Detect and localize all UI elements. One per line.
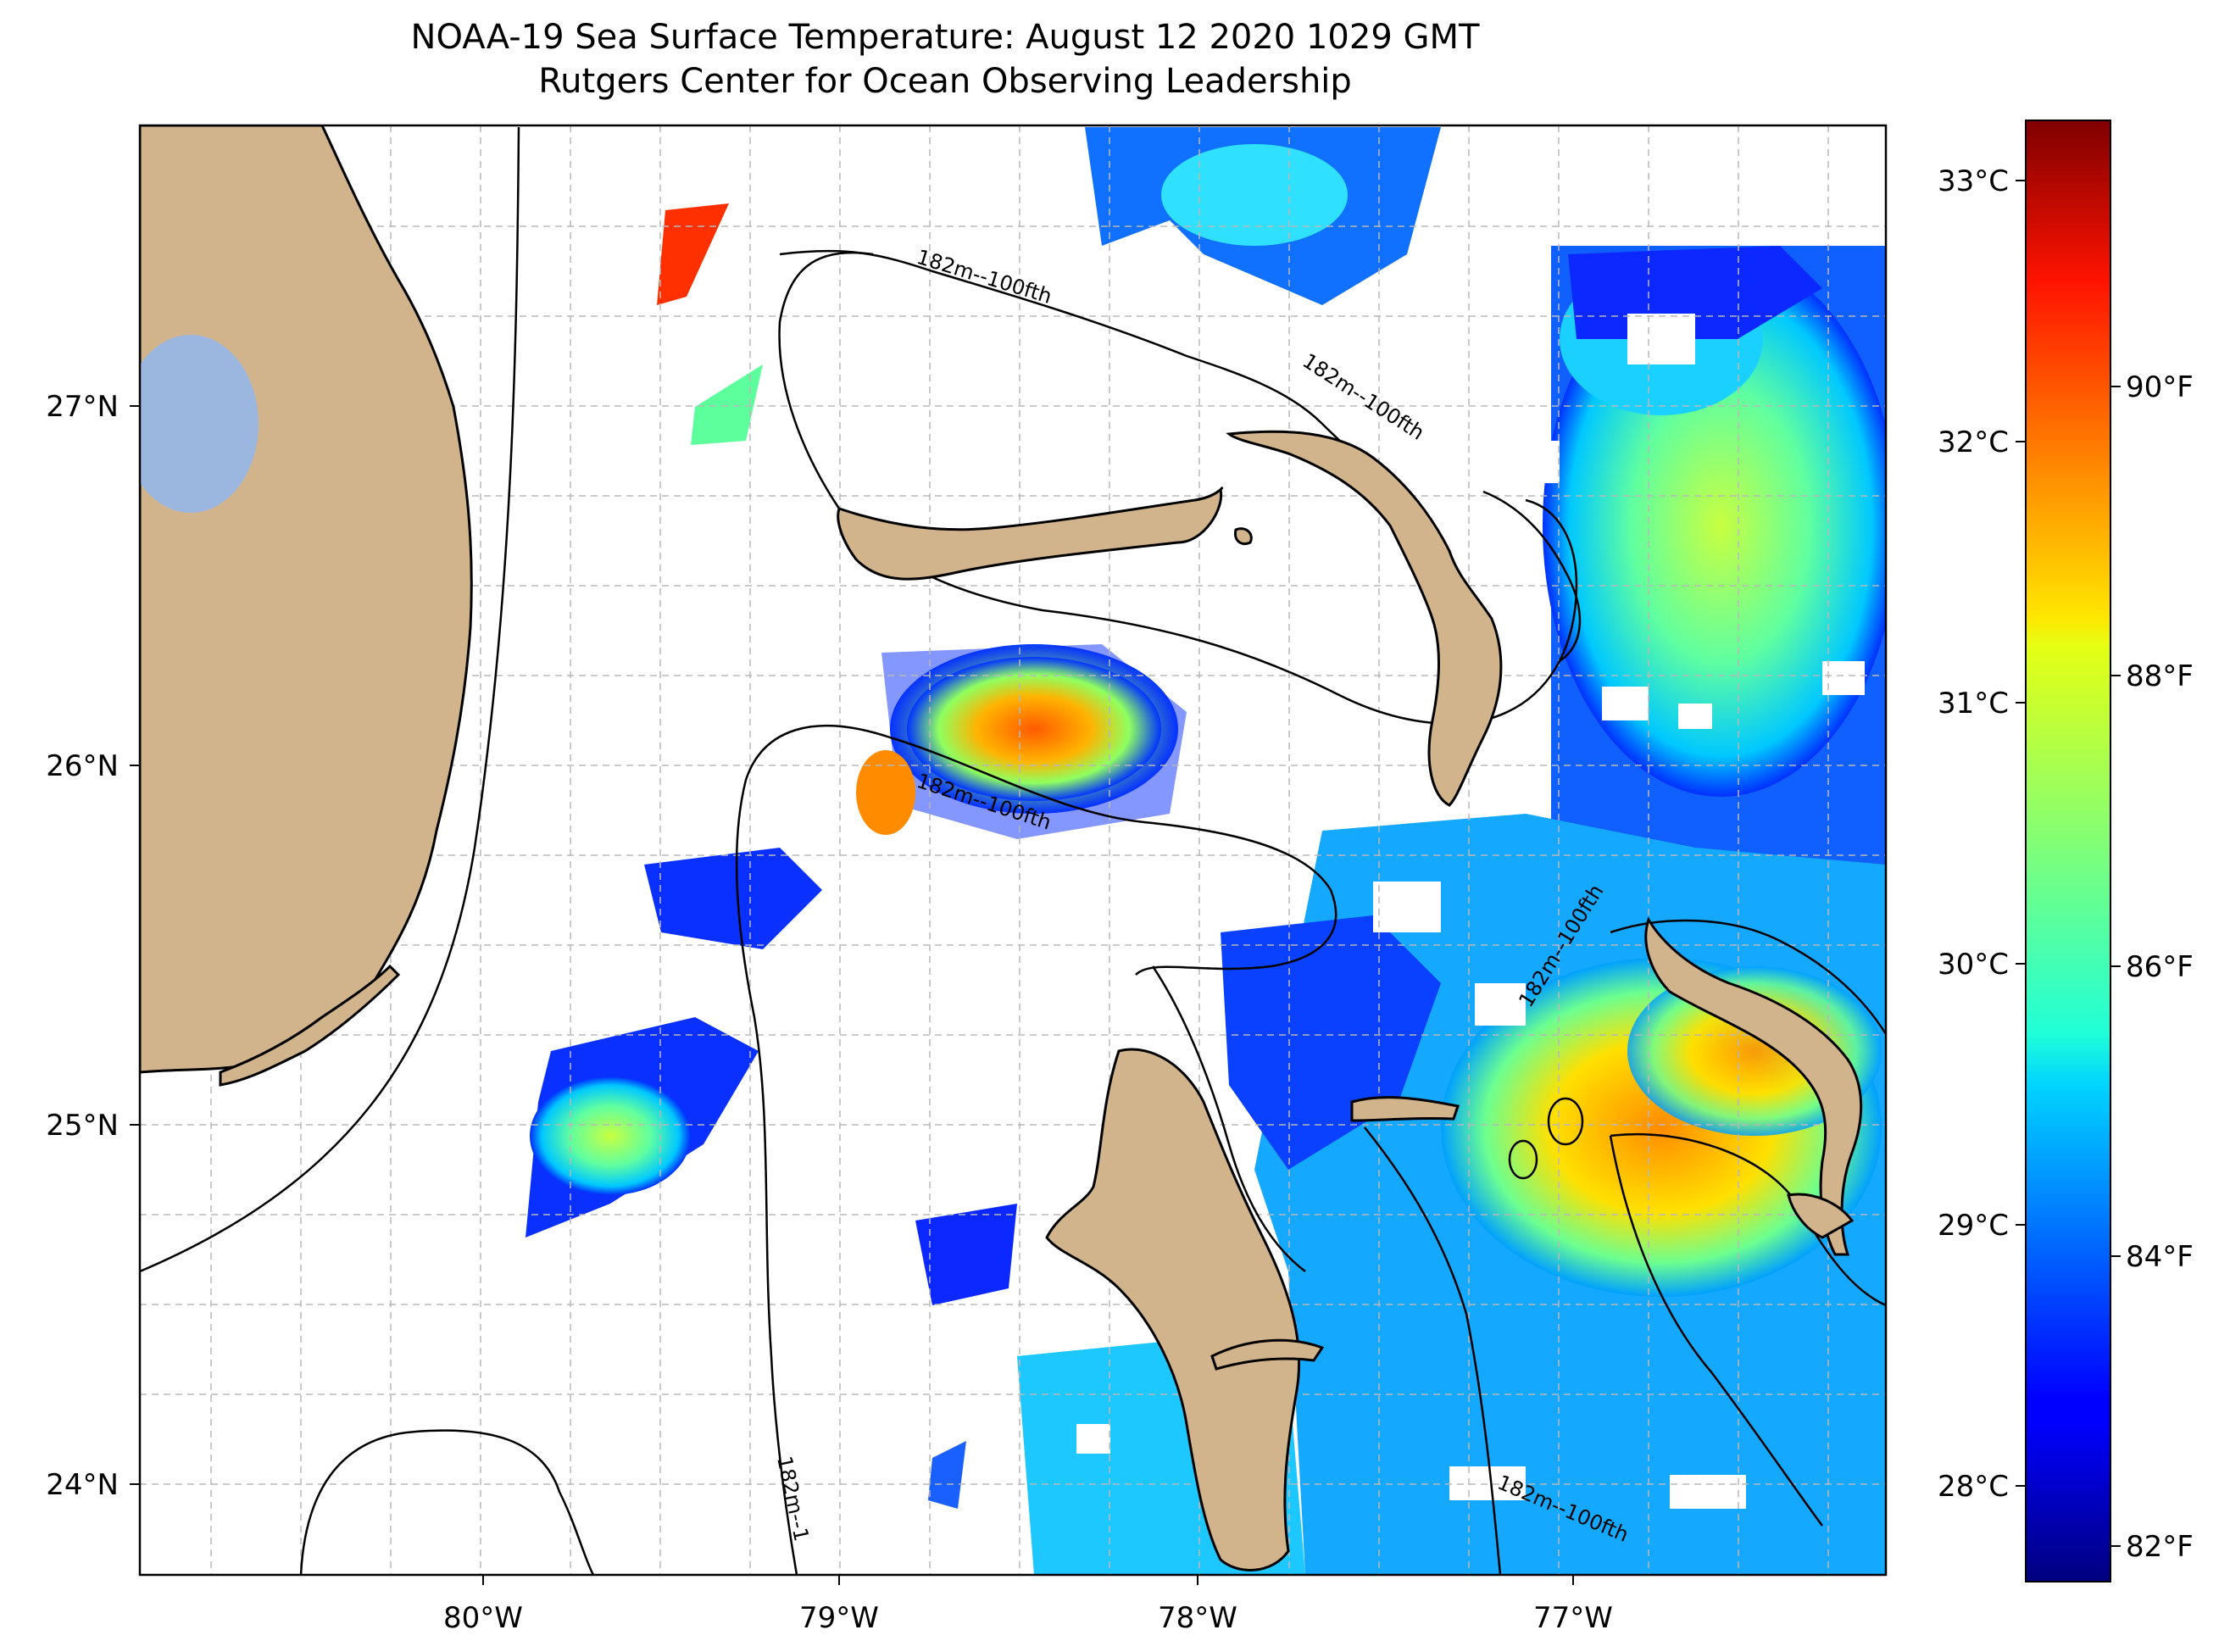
land-florida	[140, 125, 473, 1074]
cloud-gap	[1627, 314, 1695, 364]
cloud-gap	[1373, 882, 1441, 932]
sst-patch-small-south-2	[928, 1441, 966, 1509]
celsius-tick-label: 30°C	[1938, 948, 2009, 982]
sst-patch-southwest-green	[530, 1076, 691, 1195]
contour-andros-west	[1151, 965, 1306, 1272]
sst-patch-small-south-1	[915, 1204, 1017, 1305]
land-south-cays	[1210, 1338, 1325, 1371]
fahrenheit-tick-label: 82°F	[2126, 1530, 2194, 1564]
sst-patch-north-green	[691, 364, 763, 445]
land-abaco	[1226, 430, 1503, 807]
fahrenheit-tick-label: 90°F	[2126, 370, 2194, 404]
lon-tick-label: 78°W	[1158, 1601, 1237, 1635]
lat-tick-label: 24°N	[46, 1468, 119, 1502]
lat-tick-label: 26°N	[46, 749, 119, 783]
contour-cay-sal	[299, 1429, 595, 1575]
title-block: NOAA-19 Sea Surface Temperature: August …	[0, 15, 1890, 103]
cloud-gap	[1822, 661, 1865, 695]
contour-grand-bahama-east	[1482, 490, 1582, 663]
sst-patch-north-cyan	[1161, 144, 1348, 246]
colorbar-gradient	[2025, 120, 2111, 1582]
cloud-gaps	[1076, 314, 1865, 1509]
fahrenheit-tick-label: 84°F	[2126, 1240, 2194, 1274]
sst-patch-cays-blue	[644, 848, 822, 949]
contour-tongue-of-ocean	[1364, 1126, 1502, 1575]
land-new-providence	[1350, 1096, 1460, 1122]
contour-bank-edge-inner	[889, 736, 1337, 976]
lon-tick-label: 77°W	[1533, 1601, 1613, 1635]
lat-tick-label: 25°N	[46, 1109, 119, 1143]
cloud-gap	[1475, 983, 1526, 1026]
lon-tick-labels: 80°W 79°W 78°W 77°W	[443, 1601, 1613, 1635]
celsius-tick-label: 28°C	[1938, 1470, 2009, 1504]
contour-florida-straits	[140, 126, 520, 1273]
land-berry-islands	[1233, 527, 1253, 546]
map-frame	[138, 124, 1888, 1577]
map-subtitle: Rutgers Center for Ocean Observing Leade…	[538, 62, 1352, 101]
contour-exuma-sound-lower	[1609, 1135, 1824, 1527]
cloud-gap	[1670, 1475, 1746, 1509]
fahrenheit-tick-label: 86°F	[2126, 950, 2194, 984]
cloud-gap	[1602, 687, 1649, 720]
celsius-tick-label: 33°C	[1938, 164, 2009, 198]
land-exuma-cays	[1787, 1193, 1855, 1239]
cloud-gap	[1509, 441, 1560, 483]
land-eleuthera	[1644, 916, 1863, 1256]
contour-eleuthera	[1610, 919, 1886, 1035]
cloud-gap	[1500, 763, 1551, 797]
map-title: NOAA-19 Sea Surface Temperature: August …	[410, 18, 1480, 57]
fahrenheit-tick-label: 88°F	[2126, 659, 2194, 693]
celsius-tick-label: 31°C	[1938, 687, 2009, 720]
depth-contours	[140, 126, 1886, 1575]
lat-tick-label: 27°N	[46, 390, 119, 424]
sst-patch-north-red	[657, 203, 729, 305]
cloud-gap	[1678, 704, 1712, 729]
land-florida-keys	[219, 964, 401, 1087]
lat-tick-labels: 27°N 26°N 25°N 24°N	[46, 390, 119, 1502]
contour-great-bahama-bank	[735, 725, 891, 1575]
cloud-gap	[1449, 1466, 1526, 1500]
lake-okeechobee	[140, 335, 259, 513]
lon-tick-label: 80°W	[443, 1601, 523, 1635]
contour-label: 182m--100fth	[1299, 349, 1429, 445]
axis-ticks	[130, 405, 1574, 1585]
celsius-tick-label: 29°C	[1938, 1209, 2009, 1243]
lon-tick-label: 79°W	[799, 1601, 879, 1635]
contour-label: 182m--100fth	[914, 245, 1054, 309]
cloud-gap	[1076, 1424, 1110, 1454]
contour-label: 182m--1	[772, 1454, 814, 1543]
celsius-axis: 33°C 32°C 31°C 30°C 29°C 28°C	[1938, 164, 2026, 1504]
land-grand-bahama	[837, 487, 1224, 581]
land-andros	[1045, 1048, 1301, 1571]
fahrenheit-axis: 90°F 88°F 86°F 84°F 82°F	[2110, 370, 2194, 1564]
celsius-tick-label: 32°C	[1938, 426, 2009, 459]
contour-little-bahama-bank	[778, 251, 1578, 725]
contour-small-loop	[1508, 1139, 1538, 1180]
sst-patch-west-warm	[856, 750, 915, 835]
colorbar: 33°C 32°C 31°C 30°C 29°C 28°C 90°F 88°F …	[1938, 120, 2194, 1582]
contour-small-loop	[1547, 1097, 1584, 1146]
